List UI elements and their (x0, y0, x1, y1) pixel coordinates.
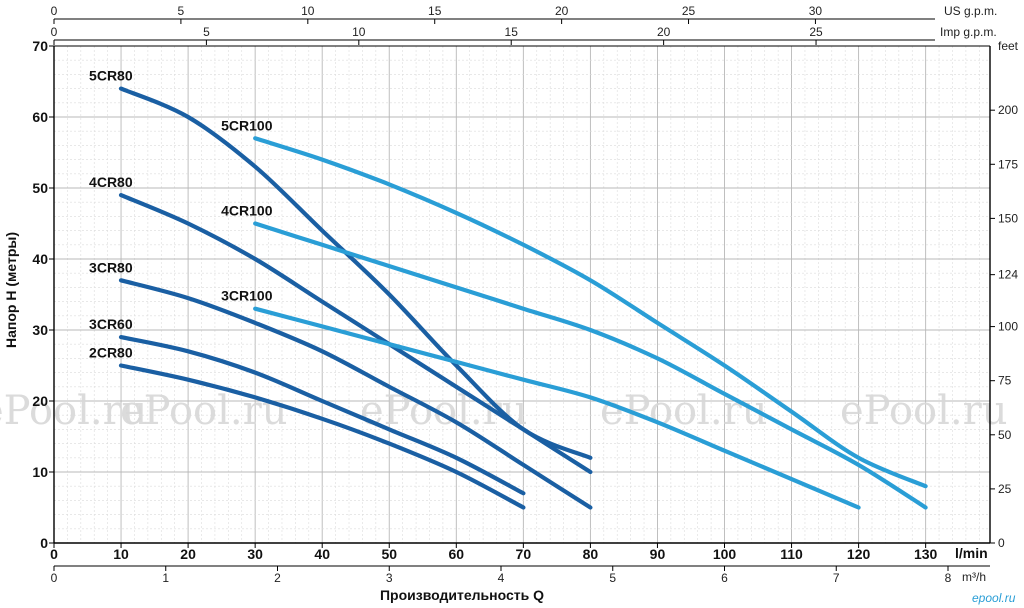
top-unit-us-gpm: US g.p.m. (944, 4, 997, 18)
us-gpm-tick-label: 5 (178, 4, 185, 18)
x-unit-lmin: l/min (955, 545, 988, 561)
m3h-tick-label: 0 (51, 571, 58, 585)
series-line-2cr80 (118, 363, 526, 510)
x-unit-m3h: m³/h (962, 570, 986, 584)
series-line-4cr80 (118, 193, 593, 475)
y-tick-label: 60 (32, 109, 48, 125)
feet-tick-label: 50 (998, 428, 1012, 442)
x-tick-label: 30 (247, 546, 263, 562)
m3h-tick-label: 8 (945, 571, 952, 585)
x-tick-label: 130 (914, 546, 938, 562)
x-tick-label: 40 (314, 546, 330, 562)
m3h-tick-label: 6 (721, 571, 728, 585)
x-tick-label: 100 (713, 546, 737, 562)
x-tick-label: 20 (180, 546, 196, 562)
x-tick-label: 0 (50, 546, 58, 562)
feet-tick-label: 75 (998, 374, 1012, 388)
m3h-tick-label: 4 (498, 571, 505, 585)
x-tick-label: 120 (847, 546, 871, 562)
imp-gpm-tick-label: 20 (657, 25, 671, 39)
x-tick-label: 70 (516, 546, 532, 562)
feet-tick-label: 150 (998, 211, 1018, 225)
series-line-3cr60 (118, 335, 526, 496)
us-gpm-tick-label: 10 (301, 4, 315, 18)
imp-gpm-tick-label: 5 (203, 25, 210, 39)
imp-gpm-tick-label: 15 (505, 25, 519, 39)
x-tick-label: 60 (449, 546, 465, 562)
watermark-text: ePool.ru (0, 388, 148, 434)
x-tick-label: 10 (113, 546, 129, 562)
us-gpm-tick-label: 15 (428, 4, 442, 18)
series-line-3cr100 (253, 306, 861, 510)
feet-tick-label: 0 (998, 536, 1005, 550)
x-axis-title: Производительность Q (380, 587, 544, 603)
series-label-3cr60: 3CR60 (89, 316, 133, 332)
imp-gpm-tick-label: 25 (809, 25, 823, 39)
top-unit-imp-gpm: Imp g.p.m. (940, 25, 997, 39)
x-tick-label: 90 (650, 546, 666, 562)
imp-gpm-tick-label: 10 (352, 25, 366, 39)
axes-layer (49, 18, 995, 571)
axis-titles-layer: Напор H (метры) Производительность Q l/m… (3, 4, 1019, 605)
series-layer: 5CR80 4CR80 3CR80 3CR60 2CR80 5CR100 4CR100 3CR… (89, 68, 928, 510)
m3h-tick-label: 7 (833, 571, 840, 585)
y-tick-label: 30 (32, 322, 48, 338)
y-unit-feet: feet (998, 39, 1019, 53)
us-gpm-tick-label: 0 (51, 4, 58, 18)
y-tick-label: 0 (40, 535, 48, 551)
y-tick-label: 50 (32, 180, 48, 196)
y-tick-label: 20 (32, 393, 48, 409)
us-gpm-tick-label: 20 (555, 4, 569, 18)
series-label-2cr80: 2CR80 (89, 345, 133, 361)
m3h-tick-label: 5 (609, 571, 616, 585)
series-label-3cr100: 3CR100 (221, 288, 273, 304)
feet-tick-label: 100 (998, 320, 1018, 334)
us-gpm-tick-label: 25 (682, 4, 696, 18)
watermark-text: ePool.ru (120, 388, 288, 434)
feet-tick-label: 175 (998, 157, 1018, 171)
imp-gpm-tick-label: 0 (51, 25, 58, 39)
y-axis-title: Напор H (метры) (3, 232, 19, 348)
y-tick-label: 40 (32, 251, 48, 267)
series-line-4cr100 (253, 221, 928, 510)
x-tick-label: 50 (381, 546, 397, 562)
series-line-5cr100 (253, 136, 928, 489)
series-label-4cr100: 4CR100 (221, 203, 273, 219)
x-tick-label: 110 (780, 546, 803, 562)
series-line-3cr80 (118, 278, 593, 510)
series-label-3cr80: 3CR80 (89, 259, 133, 275)
series-label-5cr100: 5CR100 (221, 117, 273, 133)
y-tick-label: 70 (32, 38, 48, 54)
x-tick-label: 80 (583, 546, 599, 562)
series-label-5cr80: 5CR80 (89, 68, 133, 84)
feet-tick-label: 25 (998, 482, 1012, 496)
m3h-tick-label: 2 (274, 571, 281, 585)
logo-text: epool.ru (972, 591, 1016, 605)
m3h-tick-label: 3 (386, 571, 393, 585)
m3h-tick-label: 1 (162, 571, 169, 585)
us-gpm-tick-label: 30 (809, 4, 823, 18)
series-label-4cr80: 4CR80 (89, 174, 133, 190)
y-tick-label: 10 (32, 464, 48, 480)
feet-tick-label: 200 (998, 103, 1018, 117)
feet-tick-label: 124 (998, 268, 1018, 282)
watermark-text: ePool.ru (840, 388, 1008, 434)
